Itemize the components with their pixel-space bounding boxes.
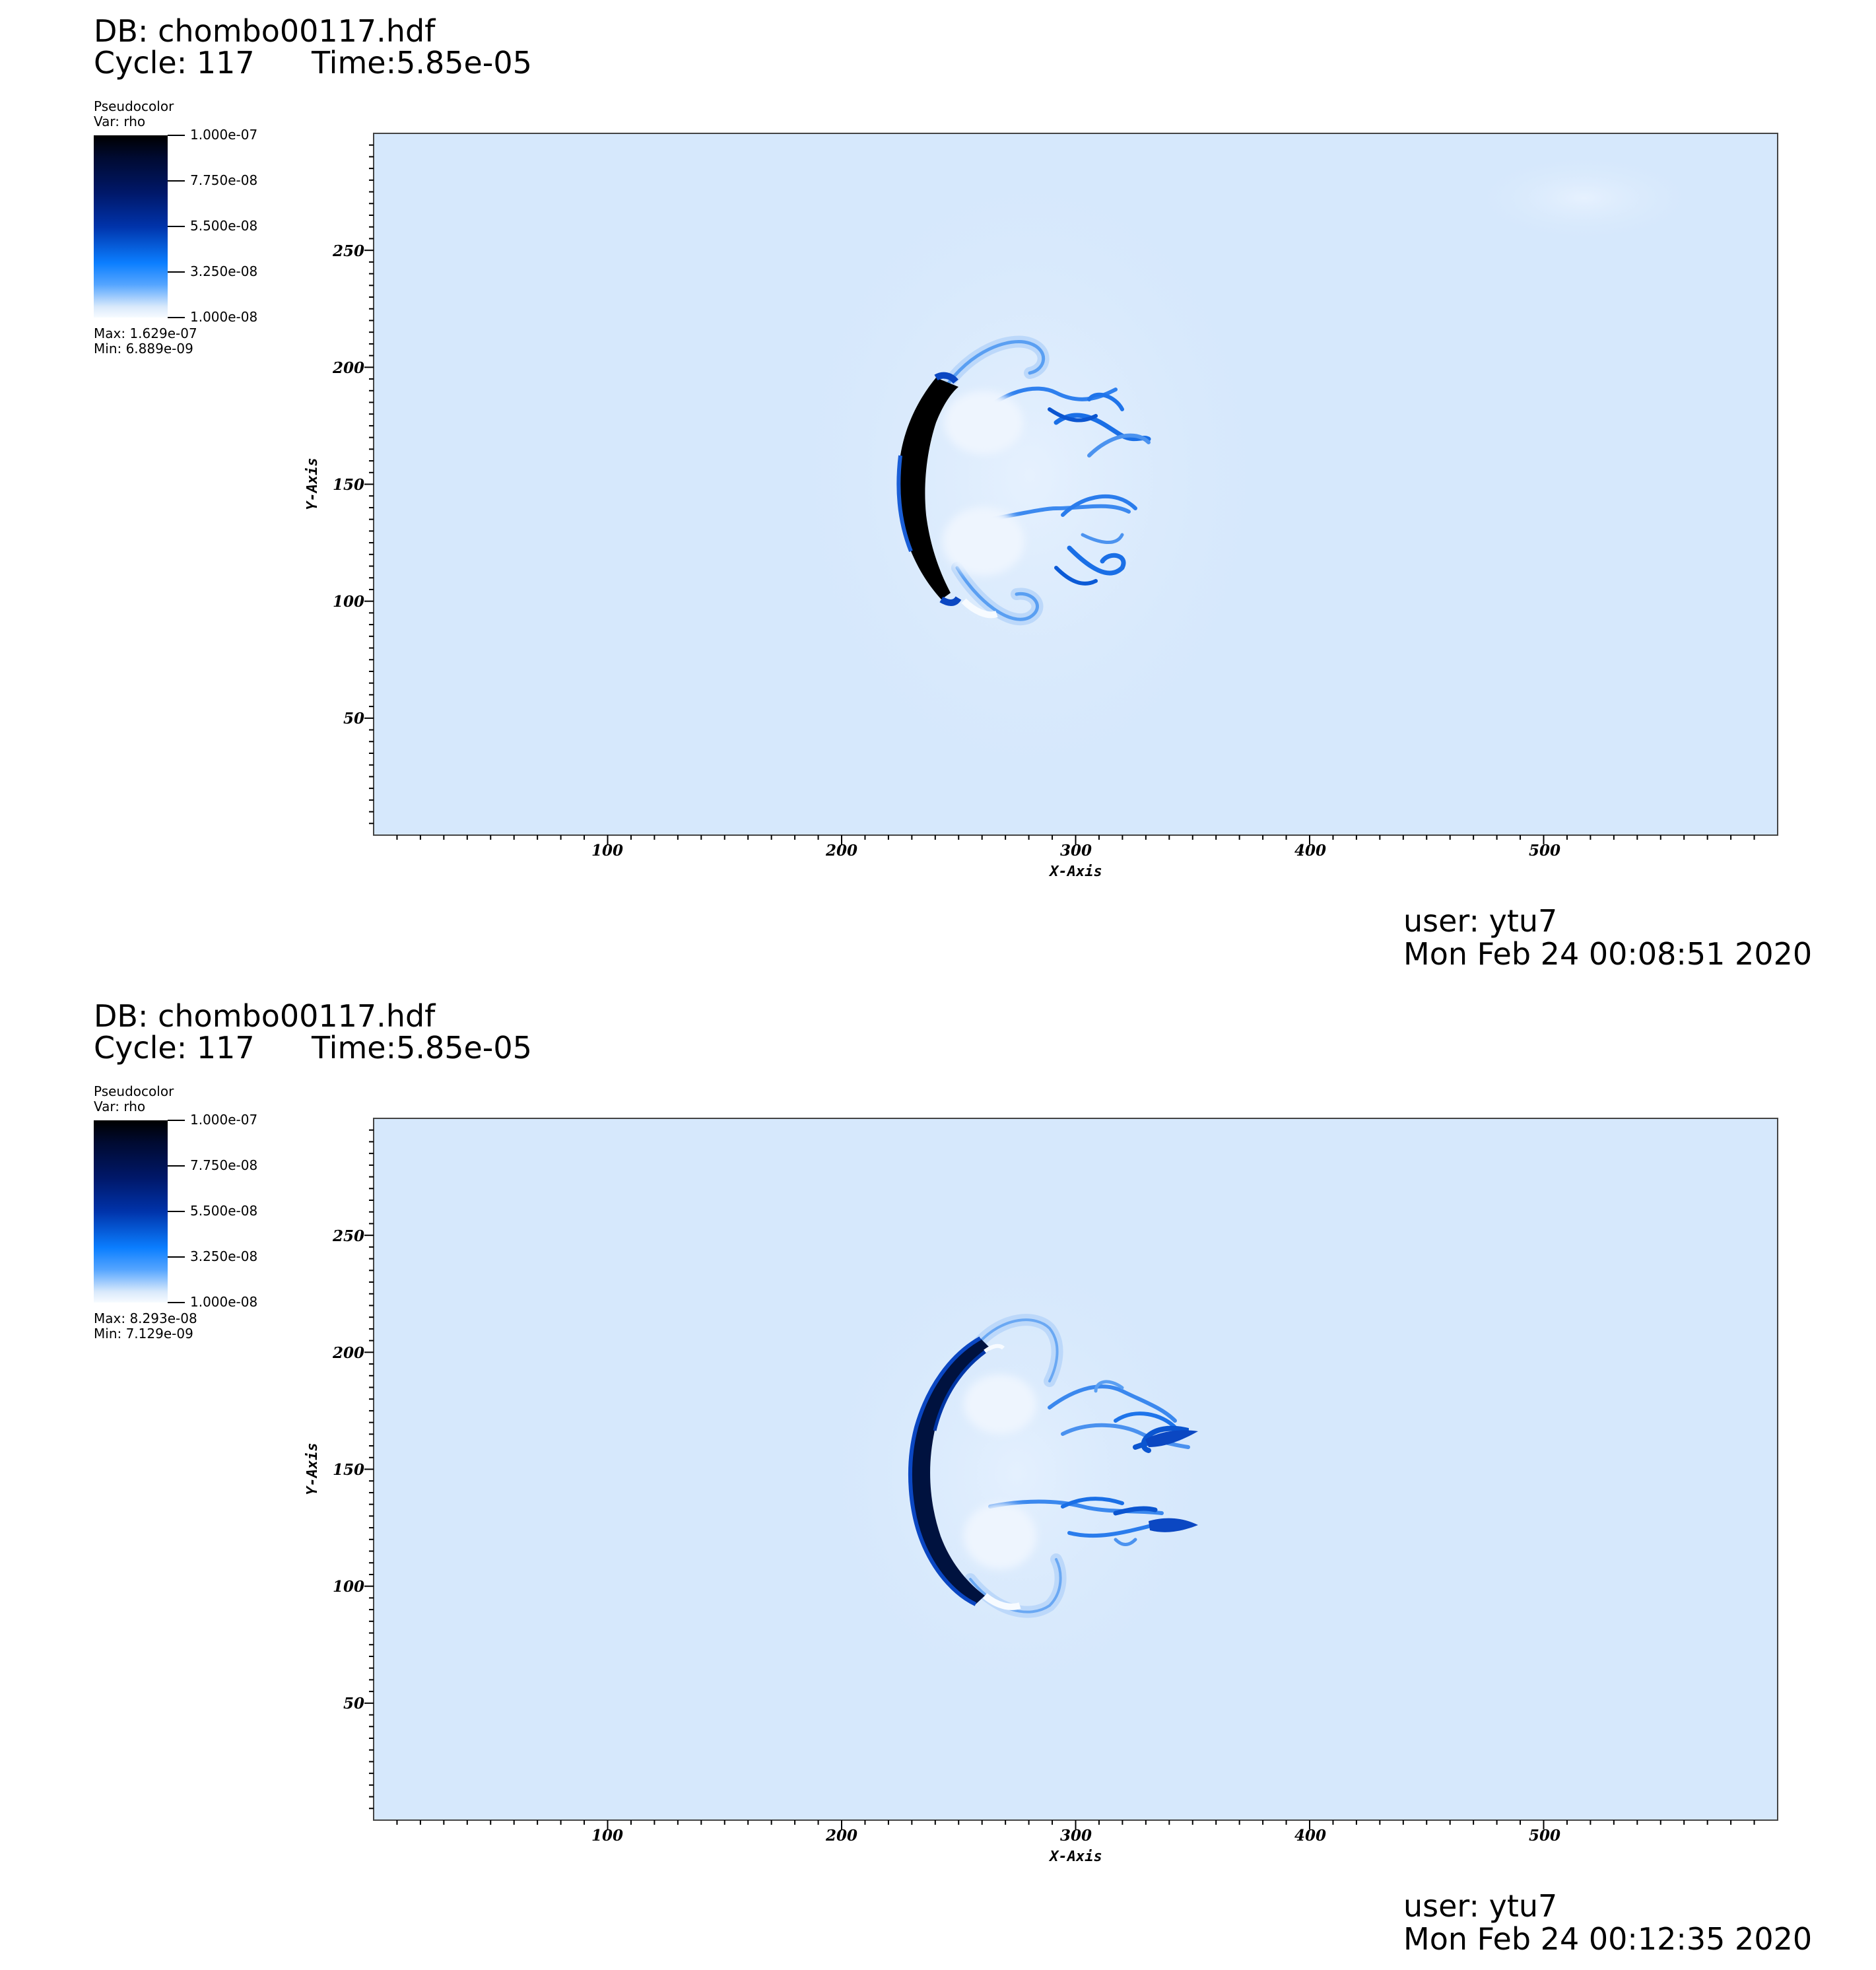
y-tick-label: 50 [343,710,364,728]
axis-ticks [364,144,1755,844]
colorbar-tick [168,1211,185,1212]
x-axis-title: X-Axis [1048,864,1102,880]
y-tick-label: 150 [333,1461,364,1479]
cycle-label: Cycle: 117 [94,45,255,81]
pseudocolor-plot: 100 200 300 400 500 X-Axis 50 100 150 20… [304,1118,1778,1865]
x-axis: 100 200 300 400 500 X-Axis [591,1827,1560,1865]
legend-max: Max: 8.293e-08 [94,1310,197,1326]
x-tick-label: 400 [1294,842,1326,860]
legend-min: Min: 7.129e-09 [94,1326,193,1342]
x-axis: 100 200 300 400 500 X-Axis [591,842,1560,880]
colorbar-tick [168,135,185,136]
plot-panel-1: DB: chombo00117.hdf Cycle: 117 Time:5.85… [94,13,1813,972]
x-tick-label: 200 [825,1827,857,1845]
x-tick-label: 500 [1529,842,1560,860]
user-label: user: ytu7 [1403,903,1558,939]
y-tick-label: 100 [333,1578,364,1596]
colorbar-tick-label: 1.000e-07 [190,127,258,143]
y-tick-label: 200 [332,1344,364,1362]
colorbar-tick-label: 5.500e-08 [190,1203,258,1219]
colorbar-tick [168,1302,185,1303]
date-label: Mon Feb 24 00:12:35 2020 [1403,1921,1813,1957]
legend-variable: Var: rho [94,1099,146,1114]
colorbar-tick [168,1120,185,1121]
y-tick-label: 50 [343,1695,364,1713]
x-tick-label: 200 [825,842,857,860]
x-tick-label: 100 [591,1827,623,1845]
legend-max: Max: 1.629e-07 [94,325,197,341]
y-axis: 50 100 150 200 250 Y-Axis [304,242,364,728]
y-tick-label: 250 [332,1227,364,1245]
colorbar [94,1120,168,1303]
y-axis: 50 100 150 200 250 Y-Axis [304,1227,364,1713]
colorbar-tick [168,226,185,227]
density-field [799,1223,1234,1724]
colorbar-tick-label: 3.250e-08 [190,1248,258,1264]
y-tick-label: 150 [333,476,364,494]
colorbar-tick [168,180,185,182]
x-tick-label: 100 [591,842,623,860]
x-tick-label: 500 [1529,1827,1560,1845]
cycle-label: Cycle: 117 [94,1030,255,1066]
database-title: DB: chombo00117.hdf [94,998,436,1034]
date-label: Mon Feb 24 00:08:51 2020 [1403,936,1813,972]
time-label: Time:5.85e-05 [312,45,532,81]
pseudocolor-plot: 100 200 300 400 500 X-Axis 50 100 150 20… [304,133,1778,880]
colorbar-tick-label: 7.750e-08 [190,1157,258,1173]
y-tick-label: 250 [332,242,364,260]
plot-panel-2: DB: chombo00117.hdf Cycle: 117 Time:5.85… [0,985,1876,1970]
colorbar-tick-label: 3.250e-08 [190,263,258,279]
y-tick-label: 200 [332,359,364,377]
y-axis-title: Y-Axis [304,458,321,510]
user-label: user: ytu7 [1403,1888,1558,1924]
x-tick-label: 400 [1294,1827,1326,1845]
legend-variable: Var: rho [94,114,146,129]
colorbar-tick-label: 7.750e-08 [190,172,258,188]
legend-plot-type: Pseudocolor [94,98,174,114]
legend-plot-type: Pseudocolor [94,1083,174,1099]
colorbar-tick [168,271,185,273]
colorbar-tick-label: 1.000e-07 [190,1112,258,1128]
database-title: DB: chombo00117.hdf [94,13,436,49]
time-label: Time:5.85e-05 [312,1030,532,1066]
y-tick-label: 100 [333,593,364,611]
colorbar-tick [168,317,185,318]
x-tick-label: 300 [1060,842,1092,860]
x-tick-label: 300 [1060,1827,1092,1845]
colorbar-tick [168,1256,185,1258]
colorbar [94,135,168,318]
density-field [766,133,1703,819]
colorbar-tick-label: 1.000e-08 [190,1294,258,1310]
y-axis-title: Y-Axis [304,1443,321,1495]
axis-ticks [364,1129,1755,1829]
colorbar-tick-label: 1.000e-08 [190,309,258,325]
x-axis-title: X-Axis [1048,1849,1102,1865]
colorbar-tick-label: 5.500e-08 [190,218,258,234]
legend-min: Min: 6.889e-09 [94,341,193,357]
colorbar-tick [168,1165,185,1167]
